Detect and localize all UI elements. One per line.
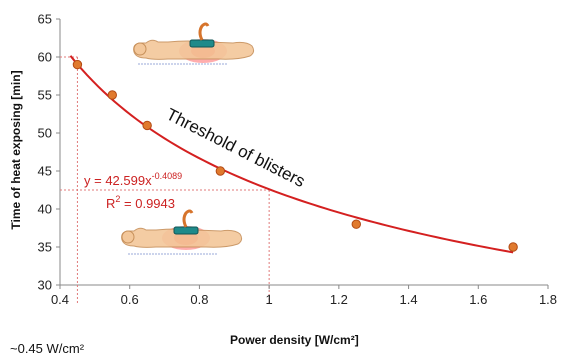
x-tick-labels: 0.4 0.6 0.8 1 1.2 1.4 1.6 1.8 bbox=[51, 285, 557, 307]
x-tick-label: 1.2 bbox=[330, 292, 348, 307]
x-tick-label: 0.6 bbox=[121, 292, 139, 307]
data-point bbox=[72, 59, 83, 70]
x-tick-label: 1.8 bbox=[539, 292, 557, 307]
y-tick-label: 35 bbox=[38, 240, 52, 255]
y-tick-label: 40 bbox=[38, 202, 52, 217]
data-point bbox=[508, 242, 518, 252]
x-tick-label: 1 bbox=[266, 292, 273, 307]
r-squared-label: R2 = 0.9943 bbox=[106, 194, 175, 211]
footnote: ~0.45 W/cm² bbox=[10, 341, 85, 356]
data-points bbox=[72, 59, 518, 252]
y-tick-label: 45 bbox=[38, 164, 52, 179]
trend-curve bbox=[69, 55, 514, 254]
data-point bbox=[107, 90, 117, 100]
y-tick-label: 50 bbox=[38, 126, 52, 141]
x-tick-label: 1.6 bbox=[469, 292, 487, 307]
data-point bbox=[142, 120, 152, 131]
x-tick-label: 1.4 bbox=[400, 292, 418, 307]
data-point bbox=[215, 166, 226, 176]
x-tick-label: 0.8 bbox=[190, 292, 208, 307]
y-tick-label: 30 bbox=[38, 278, 52, 293]
y-tick-label: 55 bbox=[38, 88, 52, 103]
y-tick-label: 65 bbox=[38, 12, 52, 27]
trend-curve-layer bbox=[69, 55, 514, 254]
curve-label: Threshold of blisters bbox=[163, 105, 308, 191]
reference-lines bbox=[60, 56, 270, 305]
y-tick-label: 60 bbox=[38, 50, 52, 65]
y-axis-title: Time of heat exposing [min] bbox=[9, 70, 23, 229]
x-axis-title: Power density [W/cm²] bbox=[230, 333, 359, 347]
axes bbox=[59, 19, 548, 286]
patient-irradiation-bottom-icon bbox=[121, 209, 243, 255]
data-point bbox=[351, 219, 361, 229]
y-tick-labels: 30 35 40 45 50 55 60 65 bbox=[38, 12, 60, 293]
x-tick-label: 0.4 bbox=[51, 292, 69, 307]
patient-irradiation-top-icon bbox=[133, 22, 255, 65]
trend-equation: y = 42.599x-0.4089 bbox=[84, 171, 182, 188]
